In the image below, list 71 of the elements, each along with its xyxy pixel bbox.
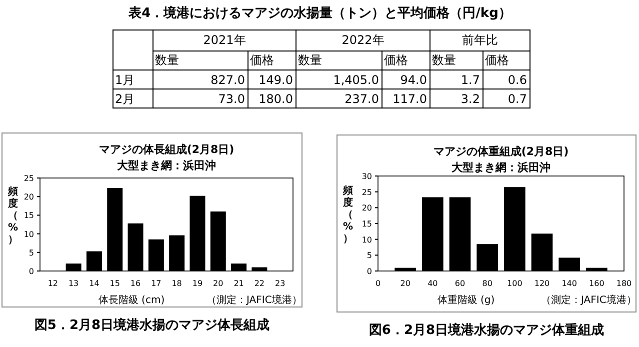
x-tick-label: 12 [48,279,58,288]
text: 前年比 [462,33,498,47]
y-tick-label: 5 [366,251,372,260]
y-tick-label: 20 [24,192,34,202]
y-tick-label: 0 [366,267,372,276]
y-tick-label: 25 [24,174,34,183]
text: 2022年 [342,33,384,47]
text: 117.0 [392,92,427,106]
x-tick-label: 23 [275,279,286,288]
caption: 図6．2月8日境港水揚のマアジ体重組成 [368,322,604,338]
text: 3.2 [460,92,480,106]
x-tick-label: 0 [375,279,381,288]
chart-subtitle: 大型まき網：浜田沖 [452,161,550,174]
y-tick-label: 15 [362,220,372,228]
text: 180.0 [258,92,293,106]
x-tick-label: 21 [234,279,244,288]
text: 表4．境港におけるマアジの水揚量（トン）と平均価格（円/kg） [128,5,512,21]
x-tick-label: 120 [534,279,550,288]
chart-title: マアジの体長組成(2月8日) [98,143,234,156]
x-tick-label: 13 [68,279,79,288]
y-axis-title: 頻度（%） [342,184,354,244]
text: 827.0 [210,73,245,87]
y-tick-label: 10 [24,230,34,239]
caption: 図5．2月8日境港水揚のマアジ体長組成 [34,317,270,333]
y-axis-title: 頻度（%） [7,186,18,246]
x-tick-label: 22 [254,279,265,288]
text: （測定：JAFIC境港） [541,294,636,306]
y-tick-label: 15 [24,211,34,220]
text: 価格 [384,53,408,67]
x-tick-label: 17 [151,279,162,288]
text: 2021年 [203,33,246,47]
y-tick-label: 20 [362,204,372,213]
x-tick-label: 15 [110,279,120,288]
text: （測定：JAFIC境港） [206,294,302,306]
y-tick-label: 0 [28,267,34,276]
x-tick-label: 18 [172,279,182,288]
y-tick-label: 25 [362,188,372,197]
y-tick-label: 10 [362,235,372,244]
x-tick-label: 140 [562,279,577,288]
x-tick-label: 19 [192,279,203,288]
chart-subtitle: 大型まき網：浜田沖 [117,159,216,172]
x-tick-label: 80 [482,279,492,288]
text: 1.7 [460,73,480,87]
x-tick-label: 16 [130,279,141,288]
x-axis-title: 体重階級 (g) [437,294,495,306]
x-tick-label: 160 [589,279,604,288]
text: 数量 [432,53,456,67]
y-tick-label: 5 [28,248,34,258]
text: 1,405.0 [333,73,379,87]
text: 価格 [485,53,509,67]
text: 0.7 [508,92,527,106]
x-tick-label: 20 [400,279,410,288]
x-tick-label: 14 [89,279,100,288]
x-tick-label: 100 [507,279,522,288]
y-tick-label: 30 [362,172,372,181]
text: 73.0 [218,92,245,106]
x-tick-label: 180 [616,279,632,288]
text: 149.0 [258,73,293,87]
x-axis-title: 体長階級 (cm) [98,294,165,306]
text: 237.0 [344,92,379,106]
text: 0.6 [508,73,527,87]
text: 価格 [250,53,274,67]
x-tick-label: 40 [428,279,438,288]
text: 2月 [115,92,135,106]
text: 94.0 [400,73,427,87]
text: 数量 [298,53,322,67]
x-tick-label: 20 [213,279,224,288]
x-tick-label: 60 [454,279,466,288]
chart-title: マアジの体重組成(2月8日) [433,145,569,158]
text: 1月 [115,73,135,87]
text: 数量 [155,53,179,67]
